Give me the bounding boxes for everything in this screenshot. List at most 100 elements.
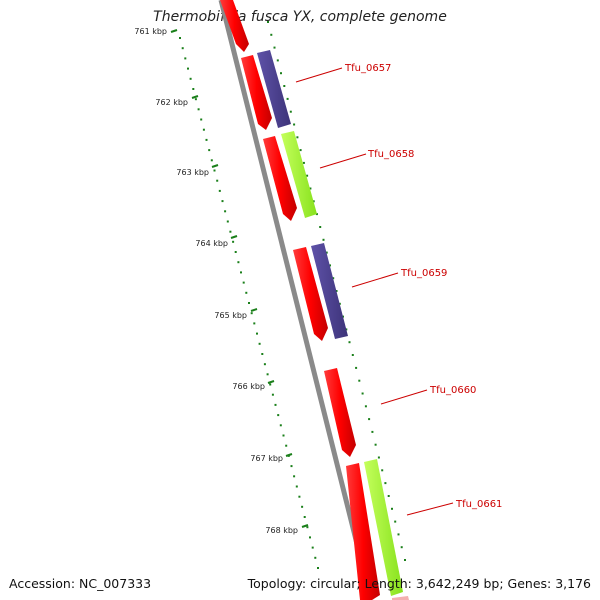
scale-dot: [277, 414, 280, 417]
scale-ticks: 761 kbp 762 kbp 763 kbp 764 kbp 765 kbp …: [134, 27, 309, 535]
scale-dot: [290, 465, 293, 468]
gene-arrow[interactable]: [324, 368, 356, 457]
scale-tick: [301, 524, 309, 528]
scale-dot: [397, 533, 400, 536]
scale-dot: [355, 366, 358, 369]
scale-dot: [224, 210, 227, 213]
scale-dot: [317, 567, 319, 569]
scale-dot: [329, 264, 331, 267]
feature-bar-purple[interactable]: [257, 50, 291, 128]
scale-dot: [266, 373, 269, 376]
callout-line: [319, 153, 367, 169]
scale-label: 761 kbp: [134, 27, 167, 36]
scale-dot: [208, 149, 211, 152]
scale-dot: [309, 536, 311, 539]
scale-dot: [270, 33, 273, 36]
scale-tick: [170, 29, 178, 33]
scale-dot: [248, 302, 250, 304]
gene-label[interactable]: Tfu_0659: [400, 268, 447, 279]
feature-tracks: [220, 0, 409, 600]
scale-dot: [351, 354, 354, 356]
scale-dot: [303, 516, 306, 518]
scale-dot: [394, 520, 397, 523]
scale-dot: [285, 444, 288, 447]
scale-dot: [273, 46, 276, 49]
gene-arrow[interactable]: [241, 55, 272, 130]
scale-label: 766 kbp: [232, 382, 265, 391]
scale-label: 765 kbp: [214, 311, 247, 320]
scale-dots: [179, 37, 319, 569]
scale-dot: [306, 174, 309, 177]
scale-dot: [298, 495, 301, 498]
scale-dot: [368, 418, 371, 421]
scale-dot: [210, 159, 213, 162]
scale-dot: [289, 110, 292, 113]
feature-bar-green[interactable]: [281, 131, 317, 218]
scale-dot: [293, 123, 296, 126]
callout-line: [380, 389, 428, 405]
scale-dot: [237, 261, 240, 264]
gene-label[interactable]: Tfu_0658: [367, 149, 414, 160]
scale-dot: [261, 353, 264, 355]
scale-dot: [226, 220, 229, 223]
scale-dot: [371, 430, 374, 433]
scale-dot: [335, 290, 338, 292]
accession-text: Accession: NC_007333: [9, 576, 152, 591]
scale-dot: [253, 322, 256, 325]
feature-bar-purple[interactable]: [311, 243, 348, 339]
scale-dot: [306, 526, 309, 529]
scale-tick: [267, 380, 275, 384]
scale-dot: [213, 169, 216, 172]
scale-dot: [179, 37, 181, 39]
scale-dot: [184, 57, 187, 60]
scale-dot: [197, 108, 200, 111]
outer-dots: [267, 21, 406, 561]
scale-dot: [192, 88, 195, 90]
scale-dot: [269, 383, 272, 386]
scale-dot: [361, 392, 364, 395]
scale-dot: [348, 341, 351, 344]
scale-dot: [250, 312, 253, 315]
scale-dot: [229, 230, 232, 233]
gene-label[interactable]: Tfu_0660: [429, 385, 476, 396]
scale-dot: [293, 475, 296, 478]
feature-bar-green[interactable]: [364, 459, 403, 596]
scale-dot: [218, 189, 221, 192]
scale-dot: [240, 271, 242, 274]
scale-dot: [364, 405, 367, 408]
gene-label[interactable]: Tfu_0657: [344, 63, 391, 74]
scale-dot: [258, 342, 261, 345]
topology-text: Topology: circular; Length: 3,642,249 bp…: [247, 576, 591, 591]
scale-dot: [314, 556, 317, 559]
scale-dot: [232, 240, 235, 243]
scale-dot: [384, 482, 387, 485]
scale-dot: [387, 495, 390, 497]
scale-dot: [345, 328, 348, 331]
scale-dot: [342, 315, 344, 318]
scale-dot: [381, 469, 384, 472]
scale-label: 762 kbp: [155, 98, 188, 107]
scale-dot: [216, 179, 219, 182]
scale-label: 767 kbp: [250, 454, 283, 463]
scale-dot: [309, 187, 312, 190]
scale-dot: [280, 72, 282, 75]
gene-arrow[interactable]: [293, 247, 328, 341]
scale-tick: [230, 235, 238, 239]
scale-dot: [319, 226, 322, 228]
gene-arrow[interactable]: [346, 463, 380, 600]
scale-dot: [263, 363, 266, 366]
gene-labels: Tfu_0657 Tfu_0658 Tfu_0659 Tfu_0660 Tfu_…: [344, 63, 502, 510]
scale-dot: [276, 59, 279, 62]
scale-dot: [377, 456, 380, 459]
gene-arrow[interactable]: [263, 136, 297, 221]
scale-dot: [295, 485, 298, 488]
scale-dot: [189, 77, 192, 80]
scale-dot: [374, 443, 377, 446]
gene-arrow-partial[interactable]: [220, 0, 249, 52]
scale-dot: [245, 291, 248, 294]
scale-dot: [283, 85, 286, 87]
scale-dot: [400, 546, 403, 549]
gene-label[interactable]: Tfu_0661: [455, 499, 502, 510]
